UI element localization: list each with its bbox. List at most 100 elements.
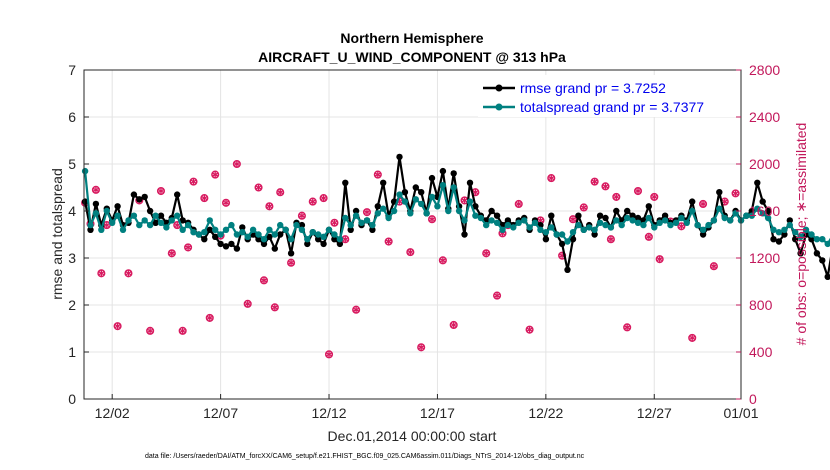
totalspread-point <box>195 231 203 238</box>
totalspread-point <box>586 224 593 231</box>
totalspread-point <box>130 212 138 219</box>
totalspread-point <box>222 226 230 233</box>
totalspread-point <box>504 221 512 229</box>
totalspread-point <box>271 231 278 238</box>
totalspread-point <box>136 221 143 229</box>
totalspread-point <box>401 198 409 205</box>
obs-assimilated-point <box>602 182 609 190</box>
legend-box <box>478 75 736 117</box>
totalspread-point <box>141 217 148 224</box>
totalspread-point <box>537 226 544 233</box>
obs-assimilated-point <box>363 208 371 216</box>
totalspread-point <box>759 210 766 217</box>
asterisk-stroke <box>190 179 197 184</box>
rmse-point <box>233 245 241 252</box>
rmse-point <box>298 221 306 229</box>
totalspread-point <box>293 221 300 229</box>
totalspread-point <box>233 231 241 238</box>
obs-assimilated-point <box>515 200 523 208</box>
asterisk-stroke <box>206 315 214 321</box>
rmse-point <box>287 250 295 257</box>
asterisk-stroke <box>385 239 393 244</box>
totalspread-point <box>146 221 154 229</box>
totalspread-point <box>477 214 484 222</box>
totalspread-point <box>699 226 707 233</box>
rmse-point <box>564 266 571 273</box>
y-axis-label: rmse and totalspread <box>49 168 65 300</box>
obs-assimilated-point <box>623 323 631 331</box>
asterisk-stroke <box>200 195 208 201</box>
totalspread-point <box>152 212 159 219</box>
obs-assimilated-point <box>677 222 685 230</box>
obs-assimilated-point <box>656 255 664 263</box>
y2-tick-label: 2800 <box>749 62 780 78</box>
rmse-point <box>439 167 447 175</box>
totalspread-point <box>347 221 354 229</box>
totalspread-point <box>526 224 533 231</box>
rmse-point <box>716 189 723 196</box>
asterisk-stroke <box>260 277 268 283</box>
rmse-point <box>624 207 631 215</box>
totalspread-point <box>157 219 165 226</box>
y-tick-label: 1 <box>68 344 76 360</box>
totalspread-point <box>705 221 712 229</box>
asterisk-stroke <box>602 183 609 189</box>
y-tick-label: 5 <box>68 156 76 172</box>
totalspread-point <box>418 200 425 208</box>
rmse-point <box>277 231 284 238</box>
totalspread-point <box>542 229 550 236</box>
rmse-point <box>754 179 761 186</box>
totalspread-point <box>580 226 587 233</box>
asterisk-stroke <box>233 161 241 167</box>
totalspread-point <box>624 214 631 222</box>
x-tick-label: 12/02 <box>95 405 130 421</box>
totalspread-point <box>743 212 750 219</box>
obs-assimilated-point <box>569 215 577 223</box>
totalspread-point <box>764 214 772 222</box>
totalspread-point <box>819 236 826 243</box>
totalspread-point <box>212 226 219 233</box>
chart-title: Northern Hemisphere <box>340 30 483 46</box>
asterisk-stroke <box>211 172 219 177</box>
asterisk-stroke <box>298 213 306 219</box>
totalspread-point <box>260 236 268 243</box>
rmse-point <box>228 240 235 248</box>
chart-subtitle: AIRCRAFT_U_WIND_COMPONENT @ 313 hPa <box>258 49 566 65</box>
rmse-point <box>255 236 262 243</box>
rmse-point <box>347 226 354 233</box>
asterisk-stroke <box>656 256 664 262</box>
obs-assimilated-point <box>125 269 132 277</box>
asterisk-stroke <box>125 270 132 276</box>
rmse-point <box>819 257 826 264</box>
rmse-point <box>87 226 94 233</box>
totalspread-point <box>575 221 582 229</box>
obs-assimilated-point <box>103 221 111 229</box>
obs-assimilated-point <box>146 327 154 335</box>
rmse-point <box>141 193 148 201</box>
totalspread-point <box>558 231 566 238</box>
totalspread-point <box>119 226 127 233</box>
rmse-point <box>488 207 495 215</box>
totalspread-point <box>488 217 495 224</box>
rmse-point <box>380 179 387 186</box>
rmse-point <box>136 196 143 203</box>
totalspread-point <box>629 217 636 224</box>
totalspread-point <box>98 226 105 233</box>
asterisk-stroke <box>374 172 382 177</box>
y-tick-label: 2 <box>68 297 76 313</box>
asterisk-stroke <box>352 307 360 313</box>
asterisk-stroke <box>406 249 414 255</box>
obs-assimilated-point <box>710 262 718 270</box>
legend-rmse-label: rmse grand pr = 3.7252 <box>520 80 666 96</box>
rmse-point <box>174 191 181 198</box>
obs-assimilated-point <box>699 200 707 208</box>
rmse-point <box>418 189 425 196</box>
totalspread-point <box>716 205 723 212</box>
obs-assimilated-point <box>320 194 328 202</box>
totalspread-point <box>564 238 571 245</box>
totalspread-point <box>298 226 306 233</box>
asterisk-stroke <box>320 195 328 201</box>
totalspread-point <box>282 226 289 233</box>
line-series <box>81 153 830 280</box>
asterisk-stroke <box>265 203 273 209</box>
